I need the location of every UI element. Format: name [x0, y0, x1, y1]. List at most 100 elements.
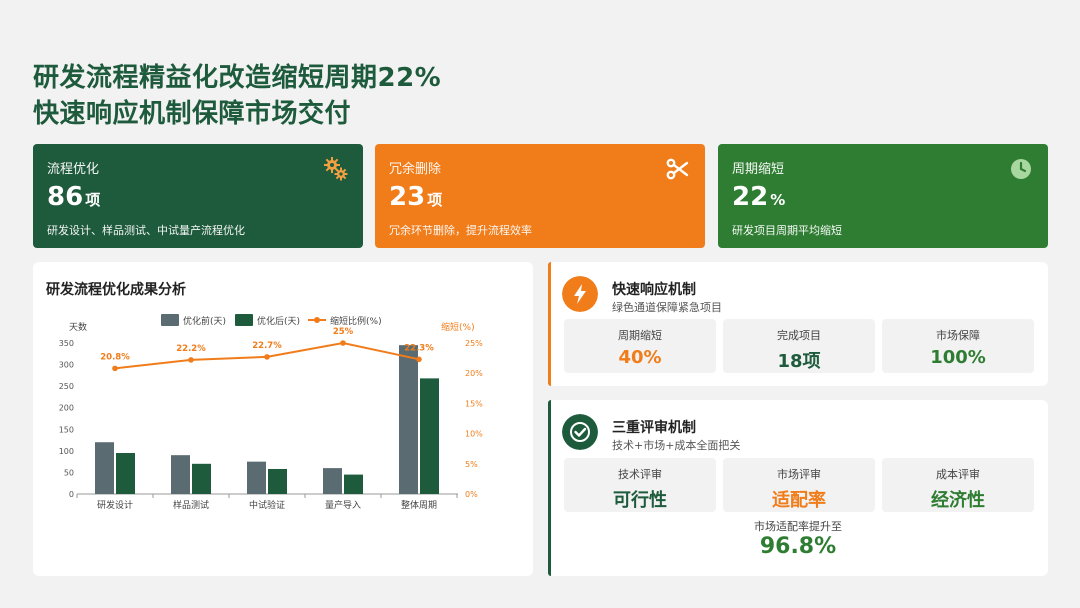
kpi-number: 23: [389, 182, 426, 212]
kpi-number: 22: [732, 182, 769, 212]
stat-label: 周期缩短: [618, 329, 662, 342]
kpi-unit: 项: [85, 191, 101, 209]
y-tick-right-label: 0%: [465, 490, 478, 499]
mechanism-subtitle: 绿色通道保障紧急项目: [612, 301, 722, 314]
y-tick-left-label: 350: [59, 339, 74, 348]
kpi-value: 23 项: [389, 181, 691, 216]
stat-box: 成本评审 经济性: [882, 458, 1034, 512]
y-tick-right-label: 25%: [465, 339, 483, 348]
rate-label: 市场适配率提升至: [754, 520, 842, 533]
rate-value: 96.8%: [759, 534, 837, 559]
kpi-card-redundancy: 冗余删除 23 项 冗余环节删除，提升流程效率: [375, 144, 705, 248]
y-tick-left-label: 50: [64, 468, 74, 477]
mechanism-subtitle: 技术+市场+成本全面把关: [612, 439, 741, 452]
y-axis-left-label: 天数: [69, 321, 87, 333]
y-tick-left-label: 200: [59, 404, 74, 413]
y-tick-left-label: 150: [59, 425, 74, 434]
kpi-label: 冗余删除: [389, 162, 442, 177]
stat-box: 技术评审 可行性: [564, 458, 716, 512]
stat-label: 市场评审: [777, 468, 821, 481]
kpi-unit: %: [770, 191, 786, 209]
stat-box: 完成项目 18项: [723, 319, 875, 373]
legend-swatch-before: [161, 314, 179, 326]
kpi-desc: 研发设计、样品测试、中试量产流程优化: [47, 224, 245, 237]
ratio-point: [188, 357, 194, 363]
stat-value: 40%: [618, 347, 662, 368]
bar-after: [116, 453, 135, 494]
y-tick-right-label: 20%: [465, 369, 483, 378]
kpi-label: 周期缩短: [732, 162, 785, 177]
x-tick-label: 整体周期: [401, 499, 437, 511]
y-tick-left-label: 100: [59, 447, 74, 456]
bar-before: [247, 461, 266, 494]
legend-label-after: 优化后(天): [257, 315, 300, 327]
stat-label: 市场保障: [936, 329, 980, 342]
x-tick-label: 样品测试: [173, 499, 209, 511]
kpi-desc: 冗余环节删除，提升流程效率: [389, 224, 532, 237]
kpi-card-process: 流程优化 86 项 研发设计、样品测试、中试量产流程优化: [33, 144, 363, 248]
y-tick-right-label: 10%: [465, 430, 483, 439]
chart-panel: 研发流程优化成果分析 优化前(天) 优化后(天) 缩短比例(%) 天数 缩短(%…: [33, 262, 533, 576]
kpi-label: 流程优化: [47, 162, 100, 177]
stat-value: 18项: [777, 351, 821, 372]
ratio-data-label: 22.2%: [176, 344, 206, 354]
kpi-card-cycle: 周期缩短 22% 研发项目周期平均缩短: [718, 144, 1048, 248]
y-tick-left-label: 0: [69, 490, 74, 499]
kpi-number: 86: [47, 182, 84, 212]
y-tick-right-label: 5%: [465, 460, 478, 469]
kpi-desc: 研发项目周期平均缩短: [732, 224, 842, 237]
accent-bar: [548, 400, 551, 576]
kpi-value: 22%: [732, 181, 1034, 216]
mechanism-card-triple-review: 三重评审机制 技术+市场+成本全面把关 技术评审 可行性 市场评审 适配率 成本…: [548, 400, 1048, 576]
ratio-data-label: 20.8%: [100, 352, 130, 362]
stat-value: 适配率: [772, 490, 826, 511]
ratio-data-label: 22.3%: [404, 343, 434, 353]
kpi-unit: 项: [427, 191, 443, 209]
ratio-data-label: 22.7%: [252, 341, 282, 351]
legend-label-ratio: 缩短比例(%): [330, 315, 382, 327]
x-tick-label: 研发设计: [97, 499, 133, 511]
chart-legend: 优化前(天) 优化后(天) 缩短比例(%): [161, 314, 382, 327]
stat-box: 周期缩短 40%: [564, 319, 716, 373]
y-tick-right-label: 15%: [465, 399, 483, 408]
accent-bar: [548, 262, 551, 386]
legend-marker-ratio: [314, 317, 320, 323]
bar-after: [192, 463, 211, 494]
mechanism-title: 三重评审机制: [612, 420, 696, 436]
stat-value: 可行性: [613, 490, 667, 511]
bar-line-chart: 优化前(天) 优化后(天) 缩短比例(%) 天数 缩短(%) 0 50 100 150…: [59, 314, 483, 511]
stat-label: 成本评审: [936, 468, 980, 481]
clock-icon: [1011, 159, 1031, 179]
stat-value: 100%: [930, 347, 986, 368]
y-tick-left-label: 300: [59, 361, 74, 370]
ratio-point: [264, 354, 270, 360]
x-tick-label: 中试验证: [249, 499, 285, 511]
mechanism-title: 快速响应机制: [612, 282, 696, 298]
legend-swatch-after: [235, 314, 253, 326]
title-line-2: 快速响应机制保障市场交付: [33, 99, 352, 129]
y-axis-right-label: 缩短(%): [441, 321, 475, 333]
bar-before: [171, 455, 190, 494]
x-tick-label: 量产导入: [325, 499, 361, 511]
page-title: 研发流程精益化改造缩短周期22% 快速响应机制保障市场交付: [33, 60, 441, 132]
bar-before: [399, 345, 418, 494]
scissors-icon: [666, 158, 689, 180]
ratio-data-label: 25%: [333, 327, 354, 337]
ratio-point: [416, 356, 422, 363]
lightning-icon: [562, 276, 598, 312]
stat-label: 技术评审: [618, 468, 662, 481]
ratio-point: [340, 340, 346, 346]
check-icon: [562, 414, 598, 450]
kpi-value: 86 项: [47, 181, 349, 216]
bar-after: [420, 378, 439, 494]
gears-icon: [324, 157, 348, 181]
stat-box: 市场保障 100%: [882, 319, 1034, 373]
bar-before: [95, 442, 114, 494]
stat-box: 市场评审 适配率: [723, 458, 875, 512]
mechanism-card-quick-response: 快速响应机制 绿色通道保障紧急项目 周期缩短 40% 完成项目 18项 市场保障…: [548, 262, 1048, 386]
bar-after: [268, 468, 287, 494]
chart-title: 研发流程优化成果分析: [46, 282, 186, 298]
bar-after: [344, 474, 363, 494]
stat-value: 经济性: [931, 490, 985, 511]
title-line-1: 研发流程精益化改造缩短周期22%: [33, 63, 442, 93]
